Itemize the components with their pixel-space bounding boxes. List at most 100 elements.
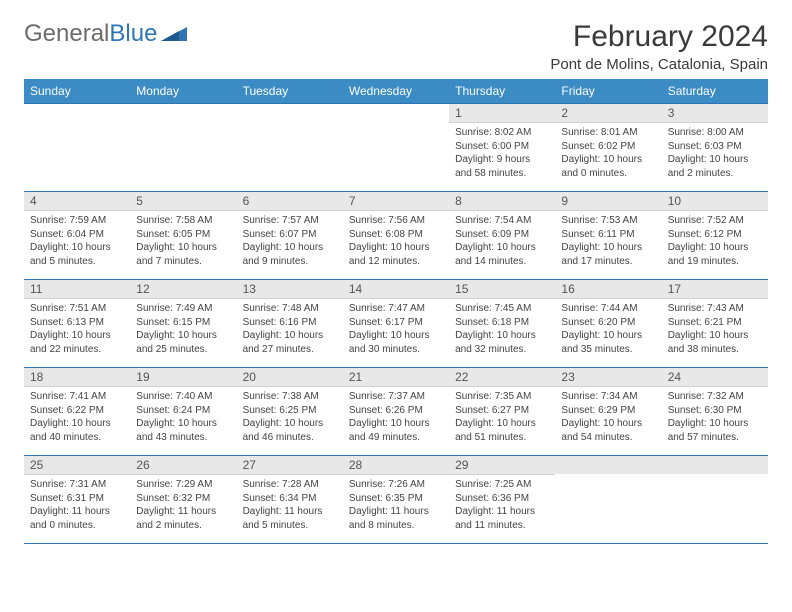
- sunrise-text: Sunrise: 7:38 AM: [243, 390, 337, 404]
- day-content: Sunrise: 7:56 AMSunset: 6:08 PMDaylight:…: [343, 211, 449, 271]
- weekday-header: Wednesday: [343, 79, 449, 104]
- day-number: 24: [662, 368, 768, 387]
- sunrise-text: Sunrise: 7:44 AM: [561, 302, 655, 316]
- daylight-text: Daylight: 10 hours and 12 minutes.: [349, 241, 443, 268]
- day-content: Sunrise: 7:58 AMSunset: 6:05 PMDaylight:…: [130, 211, 236, 271]
- calendar-cell: 18Sunrise: 7:41 AMSunset: 6:22 PMDayligh…: [24, 368, 130, 456]
- daylight-text: Daylight: 10 hours and 40 minutes.: [30, 417, 124, 444]
- calendar-cell: 25Sunrise: 7:31 AMSunset: 6:31 PMDayligh…: [24, 456, 130, 544]
- location-subtitle: Pont de Molins, Catalonia, Spain: [550, 56, 768, 73]
- logo: GeneralBlue: [24, 20, 187, 48]
- sunrise-text: Sunrise: 7:54 AM: [455, 214, 549, 228]
- sunset-text: Sunset: 6:09 PM: [455, 228, 549, 242]
- day-number: 21: [343, 368, 449, 387]
- calendar-cell: [343, 104, 449, 192]
- daylight-text: Daylight: 10 hours and 22 minutes.: [30, 329, 124, 356]
- day-content: Sunrise: 7:54 AMSunset: 6:09 PMDaylight:…: [449, 211, 555, 271]
- day-content: Sunrise: 8:02 AMSunset: 6:00 PMDaylight:…: [449, 123, 555, 183]
- day-number: 5: [130, 192, 236, 211]
- calendar-cell: 22Sunrise: 7:35 AMSunset: 6:27 PMDayligh…: [449, 368, 555, 456]
- day-number: 15: [449, 280, 555, 299]
- sunrise-text: Sunrise: 7:31 AM: [30, 478, 124, 492]
- daylight-text: Daylight: 10 hours and 9 minutes.: [243, 241, 337, 268]
- calendar-cell: 8Sunrise: 7:54 AMSunset: 6:09 PMDaylight…: [449, 192, 555, 280]
- calendar-cell: [24, 104, 130, 192]
- calendar-cell: 21Sunrise: 7:37 AMSunset: 6:26 PMDayligh…: [343, 368, 449, 456]
- day-number: 11: [24, 280, 130, 299]
- weekday-header: Sunday: [24, 79, 130, 104]
- day-content: Sunrise: 7:38 AMSunset: 6:25 PMDaylight:…: [237, 387, 343, 447]
- day-content: Sunrise: 7:41 AMSunset: 6:22 PMDaylight:…: [24, 387, 130, 447]
- daylight-text: Daylight: 10 hours and 14 minutes.: [455, 241, 549, 268]
- daylight-text: Daylight: 10 hours and 49 minutes.: [349, 417, 443, 444]
- calendar-cell: 5Sunrise: 7:58 AMSunset: 6:05 PMDaylight…: [130, 192, 236, 280]
- daylight-text: Daylight: 11 hours and 11 minutes.: [455, 505, 549, 532]
- day-content: Sunrise: 7:32 AMSunset: 6:30 PMDaylight:…: [662, 387, 768, 447]
- sunrise-text: Sunrise: 7:45 AM: [455, 302, 549, 316]
- sunset-text: Sunset: 6:25 PM: [243, 404, 337, 418]
- calendar-cell: 27Sunrise: 7:28 AMSunset: 6:34 PMDayligh…: [237, 456, 343, 544]
- daylight-text: Daylight: 10 hours and 38 minutes.: [668, 329, 762, 356]
- calendar-cell: 4Sunrise: 7:59 AMSunset: 6:04 PMDaylight…: [24, 192, 130, 280]
- weekday-header: Saturday: [662, 79, 768, 104]
- day-number: 19: [130, 368, 236, 387]
- day-number: 27: [237, 456, 343, 475]
- sunrise-text: Sunrise: 7:57 AM: [243, 214, 337, 228]
- day-number: 26: [130, 456, 236, 475]
- calendar-cell: 20Sunrise: 7:38 AMSunset: 6:25 PMDayligh…: [237, 368, 343, 456]
- calendar-week-row: 18Sunrise: 7:41 AMSunset: 6:22 PMDayligh…: [24, 368, 768, 456]
- sunset-text: Sunset: 6:31 PM: [30, 492, 124, 506]
- daylight-text: Daylight: 10 hours and 54 minutes.: [561, 417, 655, 444]
- calendar-cell: 23Sunrise: 7:34 AMSunset: 6:29 PMDayligh…: [555, 368, 661, 456]
- daylight-text: Daylight: 10 hours and 2 minutes.: [668, 153, 762, 180]
- calendar-cell: [662, 456, 768, 544]
- day-content: Sunrise: 7:31 AMSunset: 6:31 PMDaylight:…: [24, 475, 130, 535]
- sunset-text: Sunset: 6:11 PM: [561, 228, 655, 242]
- sunset-text: Sunset: 6:08 PM: [349, 228, 443, 242]
- day-content: Sunrise: 8:00 AMSunset: 6:03 PMDaylight:…: [662, 123, 768, 183]
- day-number: 29: [449, 456, 555, 475]
- day-number: 10: [662, 192, 768, 211]
- sunset-text: Sunset: 6:05 PM: [136, 228, 230, 242]
- sunrise-text: Sunrise: 7:35 AM: [455, 390, 549, 404]
- sunrise-text: Sunrise: 7:59 AM: [30, 214, 124, 228]
- calendar-cell: 1Sunrise: 8:02 AMSunset: 6:00 PMDaylight…: [449, 104, 555, 192]
- sunrise-text: Sunrise: 7:34 AM: [561, 390, 655, 404]
- sunrise-text: Sunrise: 7:52 AM: [668, 214, 762, 228]
- sunrise-text: Sunrise: 7:26 AM: [349, 478, 443, 492]
- sunrise-text: Sunrise: 8:01 AM: [561, 126, 655, 140]
- day-number: 13: [237, 280, 343, 299]
- sunrise-text: Sunrise: 7:28 AM: [243, 478, 337, 492]
- day-content: Sunrise: 7:45 AMSunset: 6:18 PMDaylight:…: [449, 299, 555, 359]
- sunrise-text: Sunrise: 7:56 AM: [349, 214, 443, 228]
- daylight-text: Daylight: 10 hours and 5 minutes.: [30, 241, 124, 268]
- daylight-text: Daylight: 10 hours and 27 minutes.: [243, 329, 337, 356]
- day-number: 1: [449, 104, 555, 123]
- calendar-cell: 3Sunrise: 8:00 AMSunset: 6:03 PMDaylight…: [662, 104, 768, 192]
- day-content: Sunrise: 7:40 AMSunset: 6:24 PMDaylight:…: [130, 387, 236, 447]
- day-number: 20: [237, 368, 343, 387]
- sunset-text: Sunset: 6:04 PM: [30, 228, 124, 242]
- sunset-text: Sunset: 6:16 PM: [243, 316, 337, 330]
- daylight-text: Daylight: 10 hours and 43 minutes.: [136, 417, 230, 444]
- day-content: Sunrise: 7:53 AMSunset: 6:11 PMDaylight:…: [555, 211, 661, 271]
- calendar-cell: [237, 104, 343, 192]
- daylight-text: Daylight: 9 hours and 58 minutes.: [455, 153, 549, 180]
- day-number: 18: [24, 368, 130, 387]
- day-number: 16: [555, 280, 661, 299]
- daylight-text: Daylight: 10 hours and 17 minutes.: [561, 241, 655, 268]
- day-number: 3: [662, 104, 768, 123]
- day-content: Sunrise: 7:47 AMSunset: 6:17 PMDaylight:…: [343, 299, 449, 359]
- day-number: 28: [343, 456, 449, 475]
- day-number: 25: [24, 456, 130, 475]
- sunrise-text: Sunrise: 7:48 AM: [243, 302, 337, 316]
- day-number: 17: [662, 280, 768, 299]
- page-title: February 2024: [550, 20, 768, 54]
- weekday-header: Monday: [130, 79, 236, 104]
- sunset-text: Sunset: 6:22 PM: [30, 404, 124, 418]
- calendar-cell: 13 Sunrise: 7:48 AMSunset: 6:16 PMDayligh…: [237, 280, 343, 368]
- sunrise-text: Sunrise: 7:32 AM: [668, 390, 762, 404]
- sunset-text: Sunset: 6:03 PM: [668, 140, 762, 154]
- daylight-text: Daylight: 11 hours and 2 minutes.: [136, 505, 230, 532]
- day-content: Sunrise: 7:35 AMSunset: 6:27 PMDaylight:…: [449, 387, 555, 447]
